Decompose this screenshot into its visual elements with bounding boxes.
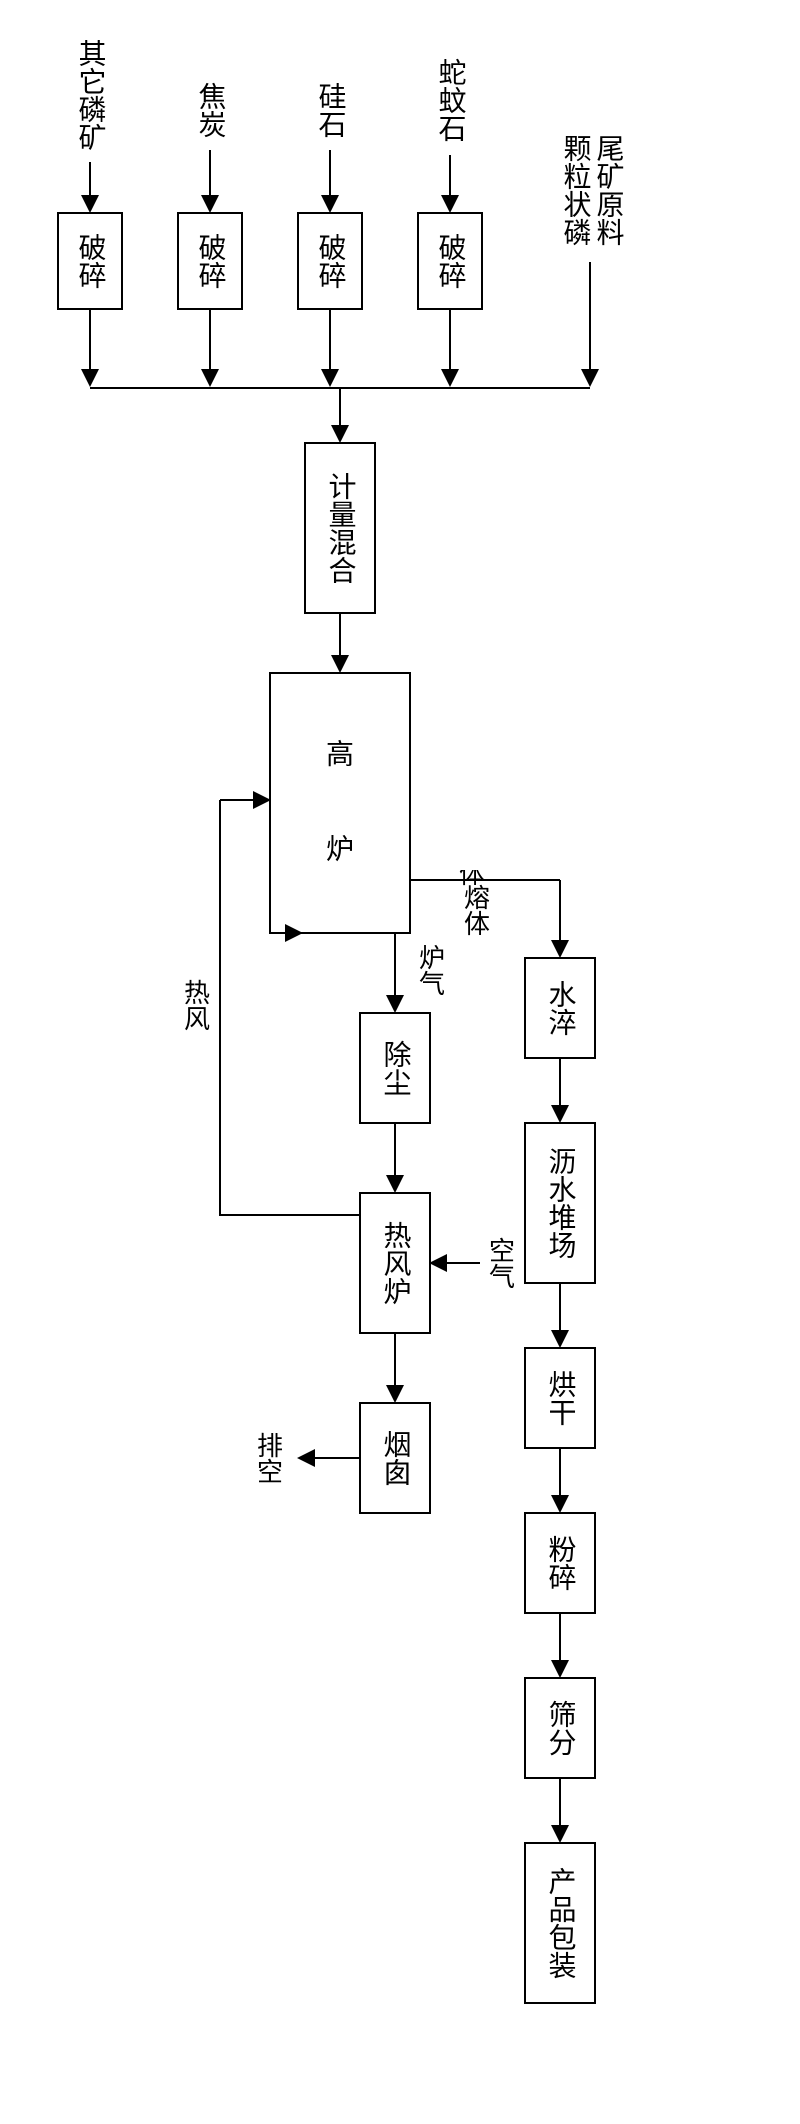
box-furnace	[270, 673, 410, 933]
lbl-crush-4b: 破碎	[435, 233, 467, 289]
lbl-quench: 水淬	[545, 980, 576, 1036]
edgelbl-hotwind: 热风	[181, 979, 210, 1031]
edgelbl-gas: 炉气	[416, 944, 445, 996]
lbl-furnace-1: 高	[326, 739, 354, 771]
lbl-grind: 粉碎	[545, 1535, 577, 1591]
lbl-furnace-2: 炉	[326, 834, 354, 866]
input-coke: 焦炭	[195, 82, 227, 138]
input-other-phosphate: 其它磷矿	[75, 39, 107, 151]
lbl-crush-3b: 破碎	[315, 233, 347, 289]
lbl-dust: 除尘	[380, 1040, 411, 1096]
lbl-screen: 筛分	[545, 1700, 576, 1756]
lbl-drain: 沥水堆场	[545, 1147, 577, 1259]
lbl-pack: 产品包装	[545, 1867, 577, 1979]
edgelbl-air: 空气	[486, 1237, 515, 1289]
lbl-mix: 计量混合	[325, 472, 356, 584]
lbl-chimney: 烟囱	[380, 1430, 411, 1486]
input-serpentine: 蛇蚊石	[435, 58, 467, 142]
input-tailings-l1: 颗粒状磷	[560, 134, 592, 246]
lbl-hot-stove: 热风炉	[380, 1221, 412, 1305]
input-tailings-l2: 尾矿原料	[593, 134, 625, 246]
lbl-crush-2b: 破碎	[195, 233, 227, 289]
lbl-dry: 烘干	[545, 1370, 576, 1426]
lbl-crush-1b: 破碎	[75, 233, 107, 289]
edgelbl-exhaust: 排空	[254, 1432, 283, 1484]
input-silica: 硅石	[315, 82, 347, 138]
edgelbl-melt2: 熔体	[461, 884, 490, 936]
